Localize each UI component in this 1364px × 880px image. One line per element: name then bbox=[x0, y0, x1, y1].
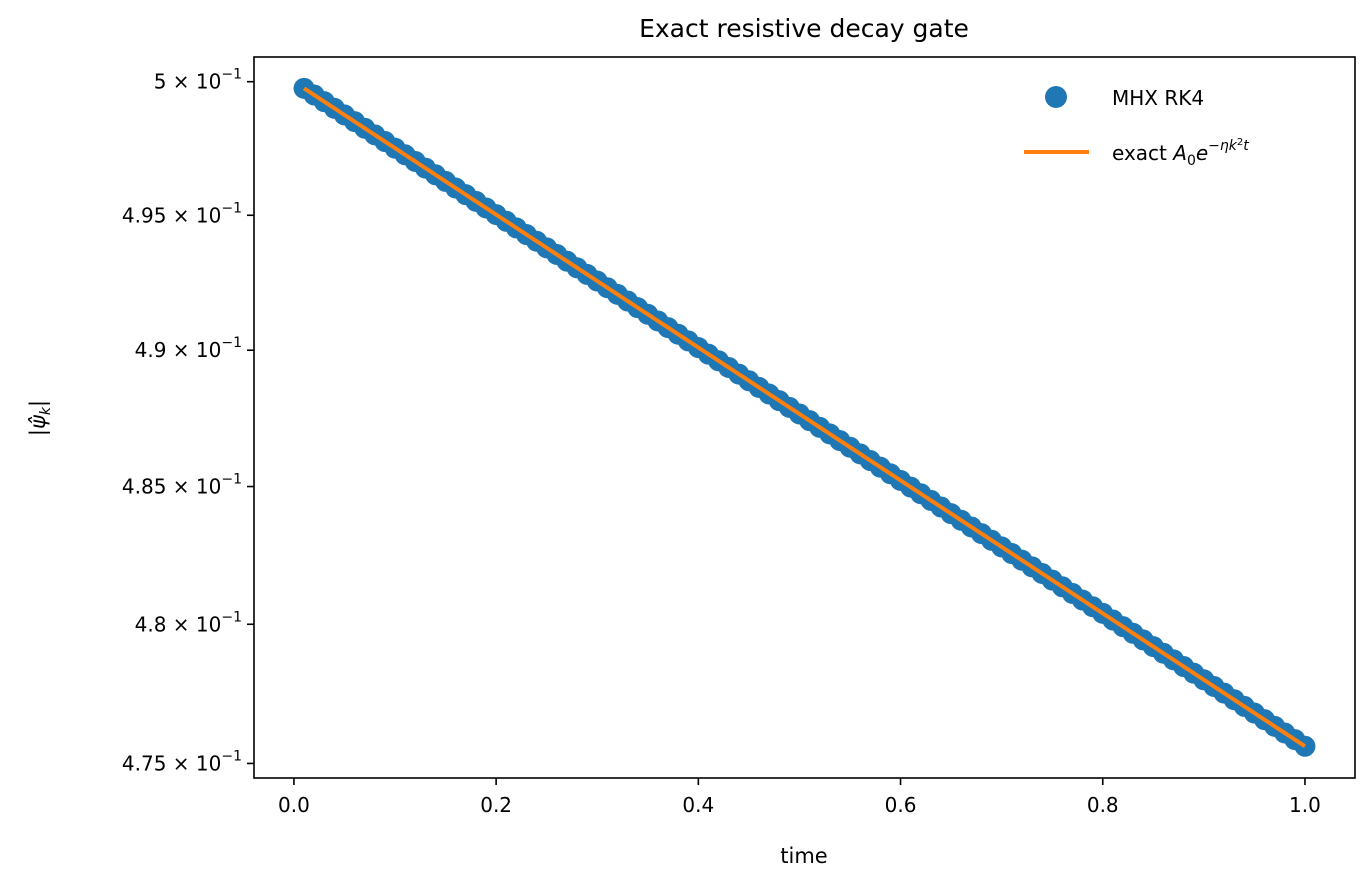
y-tick-label: 4.8 × 10−1 bbox=[135, 609, 242, 636]
y-tick-label: 4.9 × 10−1 bbox=[135, 335, 242, 362]
y-axis-label-subscript: k bbox=[38, 406, 54, 415]
x-tick-label: 1.0 bbox=[1289, 793, 1321, 817]
legend-marker-rk4 bbox=[1045, 86, 1067, 108]
x-axis-ticks: 0.0 0.2 0.4 0.6 0.8 1.0 bbox=[278, 778, 1321, 817]
x-tick-label: 0.2 bbox=[480, 793, 512, 817]
y-tick-label: 4.75 × 10−1 bbox=[122, 748, 242, 775]
y-axis-label-close: | bbox=[26, 400, 51, 407]
y-axis-label-psi: ψ̂ bbox=[26, 414, 50, 429]
x-axis-label: time bbox=[780, 844, 827, 868]
x-tick-label: 0.0 bbox=[278, 793, 310, 817]
y-tick-label: 5 × 10−1 bbox=[154, 67, 242, 94]
y-tick-label: 4.85 × 10−1 bbox=[122, 472, 242, 499]
y-axis-label: |ψ̂k| bbox=[26, 400, 54, 436]
chart-title: Exact resistive decay gate bbox=[639, 14, 969, 43]
exact-solution-line bbox=[302, 86, 1307, 748]
legend-label-rk4: MHX RK4 bbox=[1112, 86, 1204, 110]
y-axis-ticks: 5 × 10−1 4.95 × 10−1 4.9 × 10−1 4.85 × 10−1… bbox=[122, 67, 254, 775]
x-tick-label: 0.8 bbox=[1087, 793, 1119, 817]
x-tick-label: 0.6 bbox=[885, 793, 917, 817]
exact-line-series bbox=[302, 86, 1307, 748]
y-tick-label: 4.95 × 10−1 bbox=[122, 200, 242, 227]
x-tick-label: 0.4 bbox=[682, 793, 714, 817]
plot-frame bbox=[253, 56, 1356, 779]
